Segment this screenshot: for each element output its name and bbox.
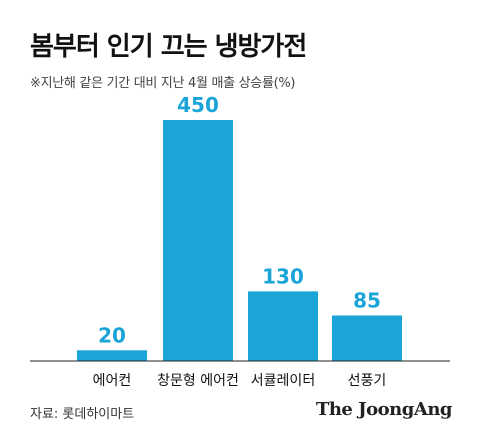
bar <box>77 350 147 361</box>
bar <box>248 291 318 361</box>
bar <box>163 120 233 361</box>
bar-value-label: 20 <box>98 323 126 347</box>
bar-value-label: 450 <box>177 93 219 117</box>
category-label: 서큘레이터 <box>251 373 315 389</box>
category-label: 에어컨 <box>93 373 132 389</box>
category-label: 선풍기 <box>348 373 387 389</box>
category-label: 창문형 에어컨 <box>157 373 239 389</box>
source-note: 자료: 롯데하이마트 <box>30 407 135 422</box>
bar-value-label: 85 <box>353 288 381 312</box>
chart-subtitle: ※지난해 같은 기간 대비 지난 4월 매출 상승률(%) <box>30 76 296 91</box>
bar-value-label: 130 <box>262 264 304 288</box>
chart-title: 봄부터 인기 끄는 냉방가전 <box>30 32 307 62</box>
publisher-logo: The JoongAng <box>315 399 453 420</box>
bar <box>332 315 402 361</box>
